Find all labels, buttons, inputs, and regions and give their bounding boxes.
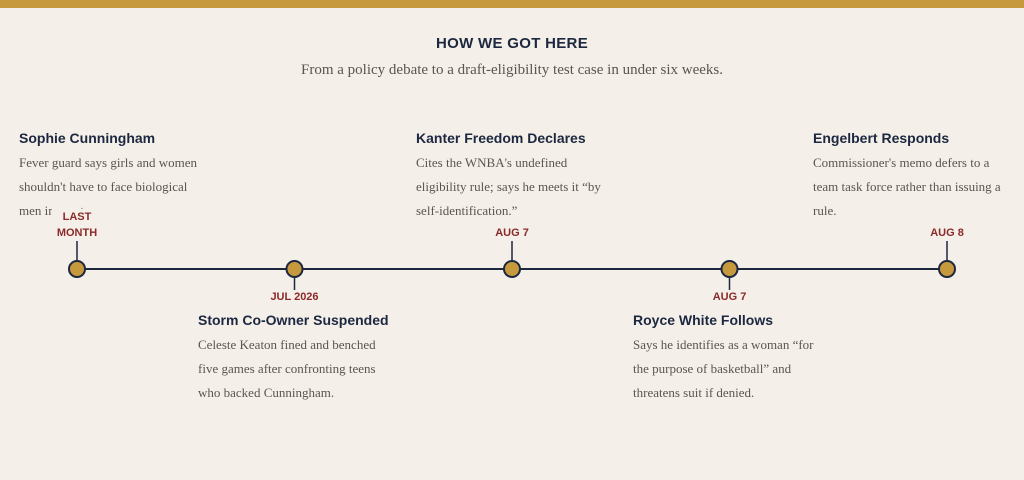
event-title: Sophie Cunningham [19,130,156,146]
timeline-dot [503,260,521,278]
timeline-dot [720,260,739,278]
event-date: LAST MONTH [52,209,102,241]
event-date: JUL 2026 [270,291,319,303]
event-date: AUG 8 [922,225,972,241]
event-date: AUG 7 [487,225,537,241]
event-date: AUG 7 [712,291,747,303]
event-text: Commissioner's memo defers to a team tas… [813,155,1001,218]
timeline-dot [938,260,956,278]
event-title: Storm Co-Owner Suspended [198,312,389,328]
timeline-dot [68,260,86,278]
event-title: Engelbert Responds [813,130,950,146]
event-text: Fever guard says girls and women shouldn… [19,155,197,218]
event-title: Kanter Freedom Declares [416,130,586,146]
event-text: Celeste Keaton fined and benched five ga… [198,337,376,400]
timeline-dot [285,260,304,278]
title: HOW WE GOT HERE [436,35,588,52]
top-bar [0,0,1024,8]
event-title: Royce White Follows [633,312,774,328]
event-text: Cites the WNBA's undefined eligibility r… [416,155,601,218]
event-text: Says he identifies as a woman “for the p… [633,337,814,400]
subtitle: From a policy debate to a draft-eligibil… [301,62,723,78]
